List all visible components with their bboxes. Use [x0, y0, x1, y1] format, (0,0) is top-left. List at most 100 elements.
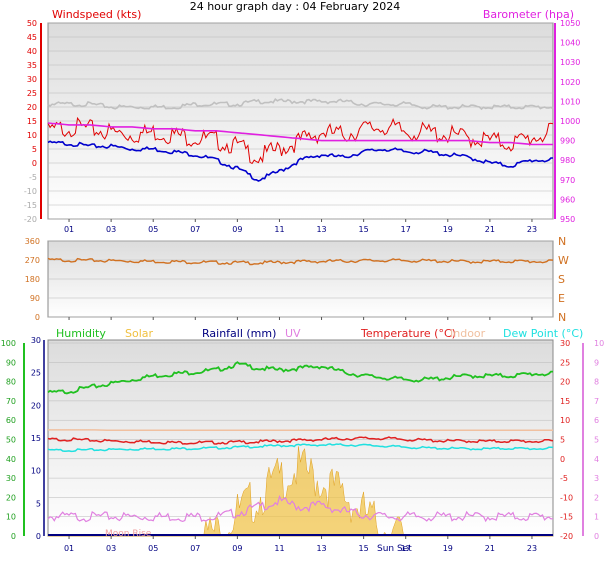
x-tick-label: 23	[527, 544, 537, 553]
temp-tick-label: -5	[560, 474, 568, 483]
humidity-tick-label: 10	[6, 513, 16, 522]
x-tick-label: 03	[106, 225, 116, 234]
wind-tick-label: 25	[27, 89, 37, 98]
temp-panel: Humidity Solar Rainfall (mm) UV Temperature …	[1, 327, 604, 541]
wind-tick-label: 45	[27, 33, 37, 42]
series-gust	[47, 98, 554, 111]
x-tick-label: 15	[359, 225, 369, 234]
x-tick-label: 03	[106, 544, 116, 553]
humidity-tick-label: 100	[1, 339, 16, 348]
baro-tick-label: 1000	[560, 117, 580, 126]
x-tick-label: 09	[232, 544, 242, 553]
humidity-tick-label: 50	[6, 436, 16, 445]
x-tick-label: 07	[190, 544, 200, 553]
rain-tick-label: 5	[36, 499, 41, 508]
baro-tick-label: 1010	[560, 97, 580, 106]
direction-tick-label: 360	[25, 237, 40, 246]
humidity-tick-label: 20	[6, 493, 16, 502]
temp-tick-label: 0	[560, 455, 565, 464]
legend-uv: UV	[285, 327, 301, 340]
x-tick-label: 05	[148, 225, 158, 234]
uv-tick-label: 5	[594, 436, 599, 445]
series-dew-point	[47, 443, 554, 453]
x-tick-label: 11	[274, 225, 284, 234]
temp-tick-label: 30	[560, 339, 570, 348]
rain-tick-label: 10	[31, 467, 41, 476]
uv-tick-label: 7	[594, 397, 599, 406]
direction-compass-label: W	[558, 254, 569, 267]
baro-tick-label: 950	[560, 215, 575, 224]
direction-tick-label: 270	[25, 256, 40, 265]
x-tick-label: 01	[64, 544, 74, 553]
series-temperature	[47, 436, 554, 445]
series-barometer	[47, 122, 553, 146]
baro-tick-label: 980	[560, 156, 575, 165]
humidity-tick-label: 80	[6, 378, 16, 387]
wind-tick-label: 5	[32, 145, 37, 154]
x-tick-label: 21	[485, 544, 495, 553]
barometer-label: Barometer (hpa)	[483, 8, 574, 21]
x-tick-label: 09	[232, 225, 242, 234]
temp-tick-label: 10	[560, 416, 570, 425]
x-tick-label: 19	[443, 225, 453, 234]
legend-indoor: Indoor	[450, 327, 486, 340]
uv-tick-label: 1	[594, 513, 599, 522]
moonrise-label: Moon Rise	[105, 529, 152, 539]
sunset-label: Sun Set	[377, 544, 412, 554]
windspeed-label: Windspeed (kts)	[52, 8, 141, 21]
x-tick-label: 17	[401, 225, 411, 234]
uv-tick-label: 10	[594, 339, 604, 348]
legend-temperature: Temperature (°C)	[360, 327, 456, 340]
uv-tick-label: 4	[594, 455, 599, 464]
legend-dew: Dew Point (°C)	[503, 327, 583, 340]
humidity-tick-label: 70	[6, 397, 16, 406]
x-tick-label: 05	[148, 544, 158, 553]
graph-title: 24 hour graph day : 04 February 2024	[190, 0, 401, 13]
uv-tick-label: 0	[594, 532, 599, 541]
series-humidity	[47, 361, 553, 395]
x-tick-label: 07	[190, 225, 200, 234]
legend-solar: Solar	[125, 327, 154, 340]
wind-tick-label: -15	[24, 201, 37, 210]
humidity-tick-label: 30	[6, 474, 16, 483]
uv-tick-label: 9	[594, 358, 599, 367]
humidity-tick-label: 60	[6, 416, 16, 425]
direction-tick-label: 90	[30, 294, 40, 303]
x-tick-label: 11	[274, 544, 284, 553]
direction-compass-label: S	[558, 273, 565, 286]
rain-tick-label: 25	[31, 369, 41, 378]
series-uv	[47, 494, 554, 523]
x-tick-label: 13	[316, 544, 326, 553]
baro-tick-label: 1050	[560, 19, 580, 28]
baro-tick-label: 990	[560, 137, 575, 146]
uv-tick-label: 8	[594, 378, 599, 387]
temp-tick-label: 15	[560, 397, 570, 406]
temp-tick-label: 20	[560, 378, 570, 387]
baro-tick-label: 1030	[560, 58, 580, 67]
wind-tick-label: 30	[27, 75, 37, 84]
direction-tick-label: 180	[25, 275, 40, 284]
x-tick-label: 17	[401, 544, 411, 553]
x-tick-label: 23	[527, 225, 537, 234]
uv-tick-label: 3	[594, 474, 599, 483]
uv-tick-label: 2	[594, 493, 599, 502]
x-tick-label: 21	[485, 225, 495, 234]
wind-tick-label: 10	[27, 131, 37, 140]
humidity-tick-label: 90	[6, 358, 16, 367]
direction-compass-label: N	[558, 311, 566, 324]
uv-tick-label: 6	[594, 416, 599, 425]
series-wind-avg	[47, 140, 553, 182]
temp-tick-label: 25	[560, 358, 570, 367]
wind-tick-label: -20	[24, 215, 37, 224]
rain-tick-label: 0	[36, 532, 41, 541]
x-tick-label: 19	[443, 544, 453, 553]
baro-tick-label: 960	[560, 195, 575, 204]
baro-tick-label: 970	[560, 176, 575, 185]
x-tick-label: 01	[64, 225, 74, 234]
wind-tick-label: -5	[29, 173, 37, 182]
temp-tick-label: 5	[560, 436, 565, 445]
wind-tick-label: 40	[27, 47, 37, 56]
